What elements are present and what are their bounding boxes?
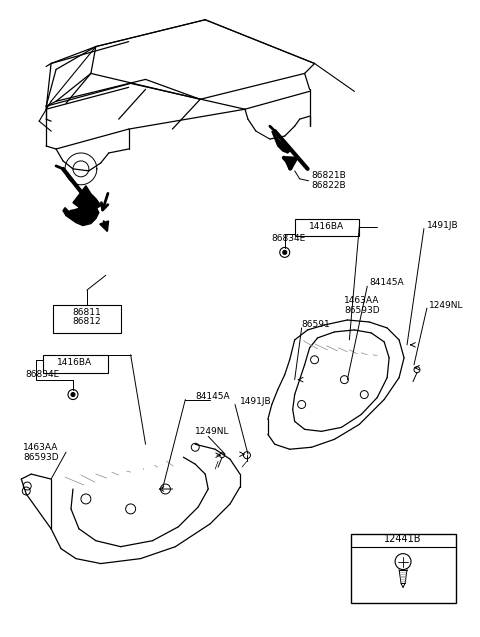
Polygon shape <box>272 131 290 153</box>
Text: 86593D: 86593D <box>23 453 59 462</box>
Bar <box>295 218 360 236</box>
Text: 86834E: 86834E <box>272 234 306 243</box>
Text: 86811: 86811 <box>72 308 101 317</box>
Text: 1491JB: 1491JB <box>427 221 458 230</box>
Text: 1416BA: 1416BA <box>58 358 93 368</box>
Text: 84145A: 84145A <box>195 392 230 401</box>
Text: 86834E: 86834E <box>25 370 60 379</box>
Polygon shape <box>63 206 99 225</box>
Polygon shape <box>73 186 101 211</box>
Text: 1463AA: 1463AA <box>23 443 59 452</box>
Text: 84145A: 84145A <box>369 278 404 287</box>
Text: 86593D: 86593D <box>344 306 380 315</box>
Circle shape <box>283 250 287 254</box>
Bar <box>351 534 456 603</box>
Text: 1249NL: 1249NL <box>195 427 230 436</box>
Text: 86822B: 86822B <box>312 182 346 190</box>
Text: 12441B: 12441B <box>384 534 422 544</box>
Bar <box>43 355 108 373</box>
Text: 1249NL: 1249NL <box>429 301 463 310</box>
Bar <box>53 305 120 333</box>
Text: 1416BA: 1416BA <box>309 222 344 231</box>
Text: 1463AA: 1463AA <box>344 296 380 304</box>
Text: 86812: 86812 <box>72 317 101 327</box>
Text: 86591: 86591 <box>301 320 330 329</box>
Text: 86821B: 86821B <box>312 171 347 180</box>
Circle shape <box>71 392 75 397</box>
Text: 1491JB: 1491JB <box>240 397 272 406</box>
